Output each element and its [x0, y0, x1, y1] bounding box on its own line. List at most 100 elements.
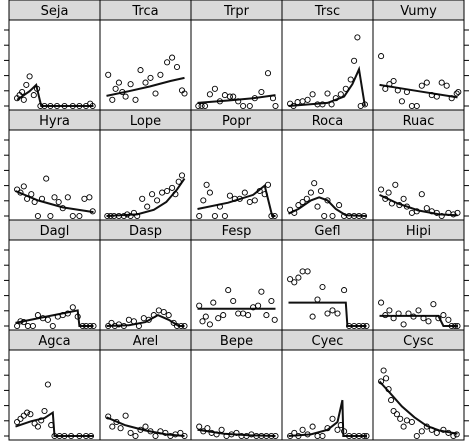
data-point — [86, 194, 93, 201]
data-point — [130, 318, 137, 325]
data-point — [226, 93, 233, 100]
panel-frame-ruac — [372, 129, 465, 221]
data-point — [303, 195, 310, 202]
data-point — [111, 322, 118, 330]
data-point — [455, 88, 462, 96]
data-point — [440, 426, 447, 433]
data-point — [408, 209, 415, 216]
panel-hipi: Hipi — [372, 219, 469, 331]
data-point — [433, 429, 440, 436]
panel-frame-hyra — [8, 129, 101, 221]
data-point — [90, 322, 97, 330]
data-point — [211, 212, 218, 220]
data-point — [122, 93, 129, 100]
data-point — [420, 315, 427, 322]
data-point — [430, 301, 437, 308]
data-point — [81, 195, 88, 202]
fit-line-vumy — [379, 83, 458, 99]
data-point — [386, 307, 393, 314]
data-point — [450, 432, 457, 440]
data-point — [68, 432, 75, 440]
data-point — [453, 431, 460, 438]
data-point — [445, 316, 452, 323]
data-point — [314, 432, 321, 440]
data-point — [264, 181, 272, 188]
data-point — [324, 197, 331, 204]
data-point — [329, 307, 336, 314]
data-point — [157, 71, 164, 78]
data-point — [382, 85, 389, 92]
data-point — [268, 212, 275, 220]
data-point — [394, 87, 401, 94]
data-point — [445, 429, 452, 436]
data-point — [30, 92, 37, 99]
data-point — [142, 79, 149, 86]
data-point — [181, 90, 188, 97]
data-point — [299, 98, 306, 105]
data-point — [235, 98, 242, 105]
panel-title-trca: Trca — [131, 4, 158, 19]
panel-frame-roca — [281, 129, 374, 221]
data-point — [418, 191, 425, 198]
data-point — [418, 82, 425, 89]
data-point — [216, 98, 223, 105]
data-point — [309, 313, 316, 320]
data-point — [413, 208, 420, 215]
data-point — [173, 322, 181, 330]
data-point — [48, 422, 55, 429]
panel-title-arel: Arel — [133, 334, 159, 349]
data-point — [324, 425, 331, 432]
data-point — [304, 431, 311, 438]
data-point — [108, 319, 115, 326]
data-point — [451, 322, 459, 330]
data-point — [388, 397, 395, 404]
data-point — [314, 203, 321, 210]
data-point — [382, 312, 389, 319]
data-point — [383, 375, 390, 382]
data-point — [117, 425, 124, 432]
data-point — [423, 205, 430, 212]
data-point — [395, 310, 402, 317]
data-point — [213, 431, 220, 438]
data-point — [125, 316, 132, 323]
panel-title-popr: Popr — [222, 114, 252, 129]
panel-dagl: Dagl — [4, 219, 101, 331]
fit-line-seja — [16, 82, 94, 107]
data-point — [425, 318, 432, 325]
data-point — [24, 409, 31, 416]
panel-title-fesp: Fesp — [222, 224, 252, 239]
data-point — [226, 192, 233, 199]
fit-line-dagl — [15, 309, 94, 327]
data-point — [61, 102, 68, 110]
data-point — [201, 102, 209, 110]
data-point — [152, 432, 159, 440]
data-point — [413, 432, 420, 440]
data-point — [149, 191, 156, 198]
data-point — [107, 212, 114, 220]
panel-title-cyec: Cyec — [312, 334, 344, 349]
data-point — [380, 367, 387, 374]
data-point — [258, 88, 265, 96]
data-point — [44, 381, 51, 388]
data-point — [24, 195, 31, 202]
data-point — [392, 181, 399, 188]
data-point — [76, 102, 83, 110]
data-point — [287, 432, 294, 440]
data-point — [87, 432, 95, 440]
data-point — [150, 312, 157, 319]
data-point — [382, 195, 389, 202]
data-point — [202, 313, 209, 320]
data-point — [435, 315, 442, 322]
data-point — [360, 212, 368, 220]
data-point — [287, 276, 294, 283]
data-point — [355, 322, 363, 330]
data-point — [329, 415, 336, 422]
data-point — [337, 91, 344, 98]
data-point — [405, 310, 412, 317]
data-point — [272, 432, 279, 440]
data-point — [137, 67, 144, 74]
data-point — [14, 186, 21, 193]
data-point — [258, 288, 265, 295]
data-point — [351, 57, 358, 64]
